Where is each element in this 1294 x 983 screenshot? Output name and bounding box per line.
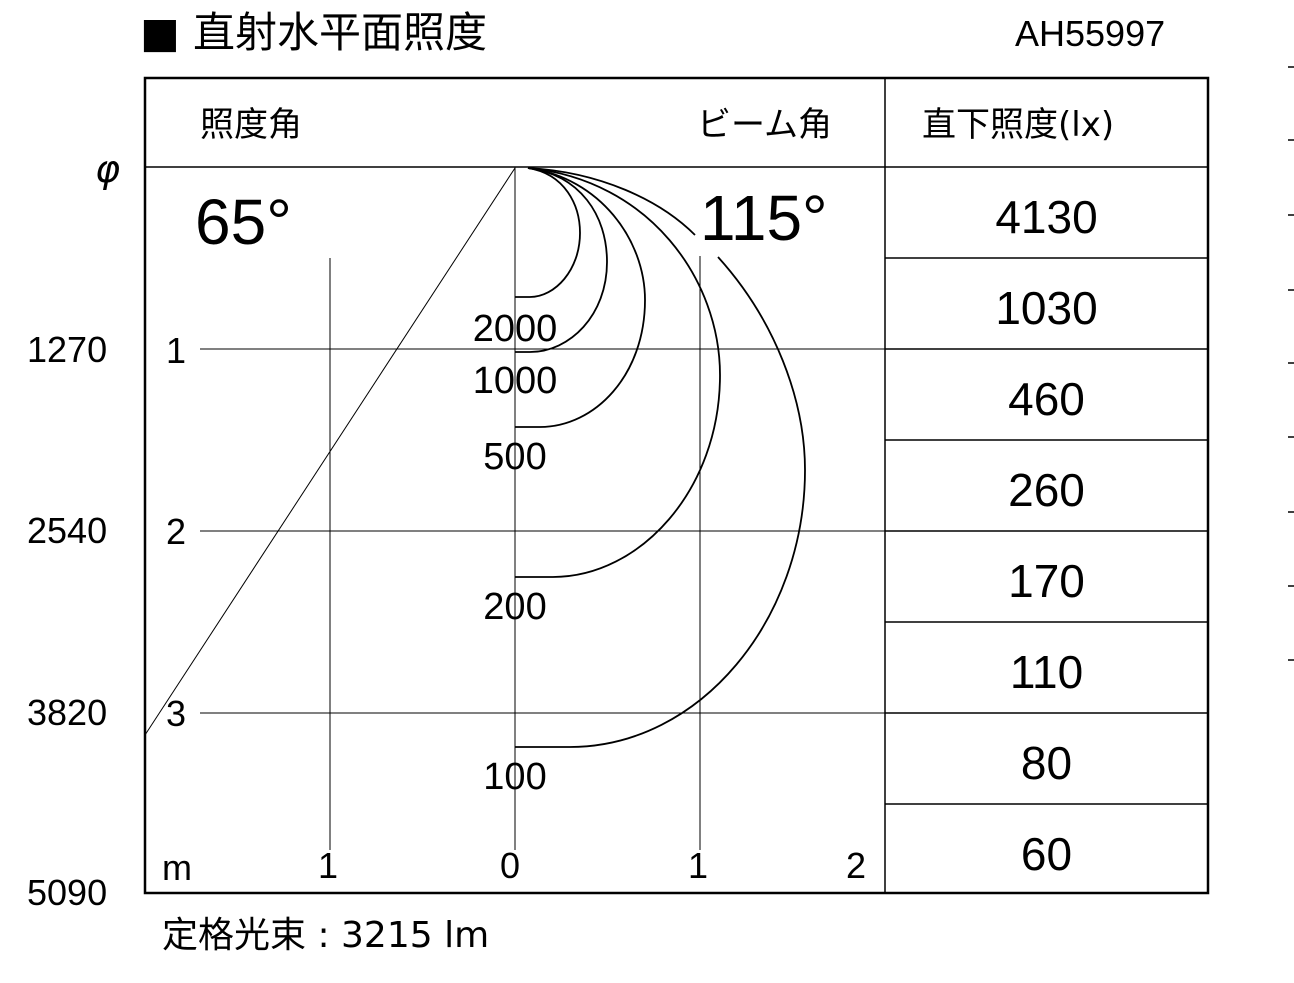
illuminance-angle-value: 65° bbox=[195, 186, 292, 258]
grid-lines bbox=[200, 167, 885, 850]
page-title: ■ 直射水平面照度 bbox=[140, 8, 488, 57]
distance-tick: 1 bbox=[166, 330, 187, 371]
rated-luminous-flux: 定格光束 : 3215 lm bbox=[162, 915, 490, 956]
horizontal-tick: 0 bbox=[500, 845, 521, 886]
contour-label: 200 bbox=[483, 586, 547, 628]
diameter-symbol: φ bbox=[95, 147, 121, 191]
diameter-value: 1270 bbox=[27, 329, 108, 370]
contour-500 bbox=[515, 167, 646, 428]
contour-200 bbox=[515, 167, 721, 578]
contour-100-top bbox=[527, 167, 696, 236]
direct-illuminance-cell: 260 bbox=[1008, 464, 1085, 516]
diameter-value: 5090 bbox=[27, 872, 108, 913]
contour-label: 2000 bbox=[472, 308, 558, 350]
horizontal-tick: 2 bbox=[846, 845, 867, 886]
contour-label: 100 bbox=[483, 756, 547, 798]
direct-illuminance-cell: 170 bbox=[1008, 555, 1085, 607]
horizontal-tick: 1 bbox=[318, 845, 339, 886]
model-number: AH55997 bbox=[1015, 13, 1166, 54]
horizontal-tick: 1 bbox=[688, 845, 709, 886]
contour-100 bbox=[515, 256, 806, 748]
contour-curves bbox=[515, 167, 806, 748]
contour-label: 1000 bbox=[472, 360, 558, 402]
distance-tick: 3 bbox=[166, 693, 187, 734]
direct-illuminance-cell: 4130 bbox=[995, 191, 1098, 243]
contour-1000 bbox=[515, 167, 608, 353]
direct-illuminance-cell: 80 bbox=[1020, 737, 1073, 789]
beam-angle-value: 115° bbox=[700, 182, 828, 254]
unit-label: m bbox=[162, 847, 192, 888]
diameter-value: 3820 bbox=[27, 692, 108, 733]
direct-illuminance-cell: 460 bbox=[1008, 373, 1085, 425]
diameter-value: 2540 bbox=[27, 510, 108, 551]
direct-illuminance-cell: 60 bbox=[1020, 828, 1073, 880]
outer-frame bbox=[143, 76, 1210, 895]
direct-illuminance-cell: 110 bbox=[1009, 646, 1084, 698]
beam-angle-label: ビーム角 bbox=[697, 105, 832, 145]
direct-illuminance-label: 直下照度(lx) bbox=[922, 105, 1115, 145]
distance-tick: 2 bbox=[166, 511, 187, 552]
table-row-lines bbox=[885, 257, 1208, 805]
direct-illuminance-cell: 1030 bbox=[995, 282, 1098, 334]
beam-angle-label-mask bbox=[696, 236, 716, 256]
illuminance-angle-label: 照度角 bbox=[200, 105, 302, 145]
side-tick-marks bbox=[1288, 66, 1294, 661]
contour-label: 500 bbox=[483, 436, 547, 478]
contour-2000 bbox=[515, 167, 581, 298]
illuminance-angle-line bbox=[144, 167, 516, 736]
